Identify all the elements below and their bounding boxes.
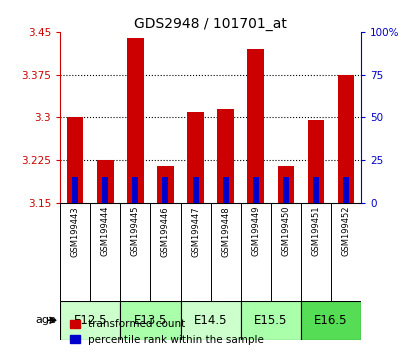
Bar bbox=[67, 118, 83, 203]
Bar bbox=[247, 49, 264, 203]
Bar bbox=[181, 301, 241, 340]
Text: GSM199447: GSM199447 bbox=[191, 206, 200, 257]
Bar bbox=[193, 177, 198, 203]
Text: GSM199452: GSM199452 bbox=[342, 206, 351, 256]
Text: GSM199448: GSM199448 bbox=[221, 206, 230, 257]
Legend: transformed count, percentile rank within the sample: transformed count, percentile rank withi… bbox=[66, 315, 269, 349]
Text: GSM199445: GSM199445 bbox=[131, 206, 140, 256]
Text: GSM199443: GSM199443 bbox=[71, 206, 80, 257]
Bar bbox=[301, 301, 361, 340]
Bar bbox=[97, 160, 114, 203]
Bar bbox=[283, 177, 289, 203]
Text: E14.5: E14.5 bbox=[194, 314, 227, 327]
Bar bbox=[187, 112, 204, 203]
Bar bbox=[253, 177, 259, 203]
Bar bbox=[217, 109, 234, 203]
Text: E16.5: E16.5 bbox=[314, 314, 348, 327]
Bar bbox=[132, 177, 138, 203]
Bar bbox=[308, 120, 324, 203]
Bar bbox=[338, 75, 354, 203]
Text: GSM199449: GSM199449 bbox=[251, 206, 260, 256]
Bar bbox=[278, 166, 294, 203]
Text: GSM199446: GSM199446 bbox=[161, 206, 170, 257]
Bar bbox=[223, 177, 229, 203]
Bar bbox=[313, 177, 319, 203]
Text: E12.5: E12.5 bbox=[73, 314, 107, 327]
Bar bbox=[120, 301, 181, 340]
Bar bbox=[102, 177, 108, 203]
Bar bbox=[343, 177, 349, 203]
Text: E15.5: E15.5 bbox=[254, 314, 288, 327]
Title: GDS2948 / 101701_at: GDS2948 / 101701_at bbox=[134, 17, 287, 31]
Bar bbox=[241, 301, 301, 340]
Text: GSM199444: GSM199444 bbox=[101, 206, 110, 256]
Bar bbox=[127, 38, 144, 203]
Bar bbox=[60, 301, 120, 340]
Bar bbox=[72, 177, 78, 203]
Text: GSM199451: GSM199451 bbox=[311, 206, 320, 256]
Text: GSM199450: GSM199450 bbox=[281, 206, 290, 256]
Bar bbox=[163, 177, 168, 203]
Bar bbox=[157, 166, 174, 203]
Text: age: age bbox=[35, 315, 56, 325]
Text: E13.5: E13.5 bbox=[134, 314, 167, 327]
